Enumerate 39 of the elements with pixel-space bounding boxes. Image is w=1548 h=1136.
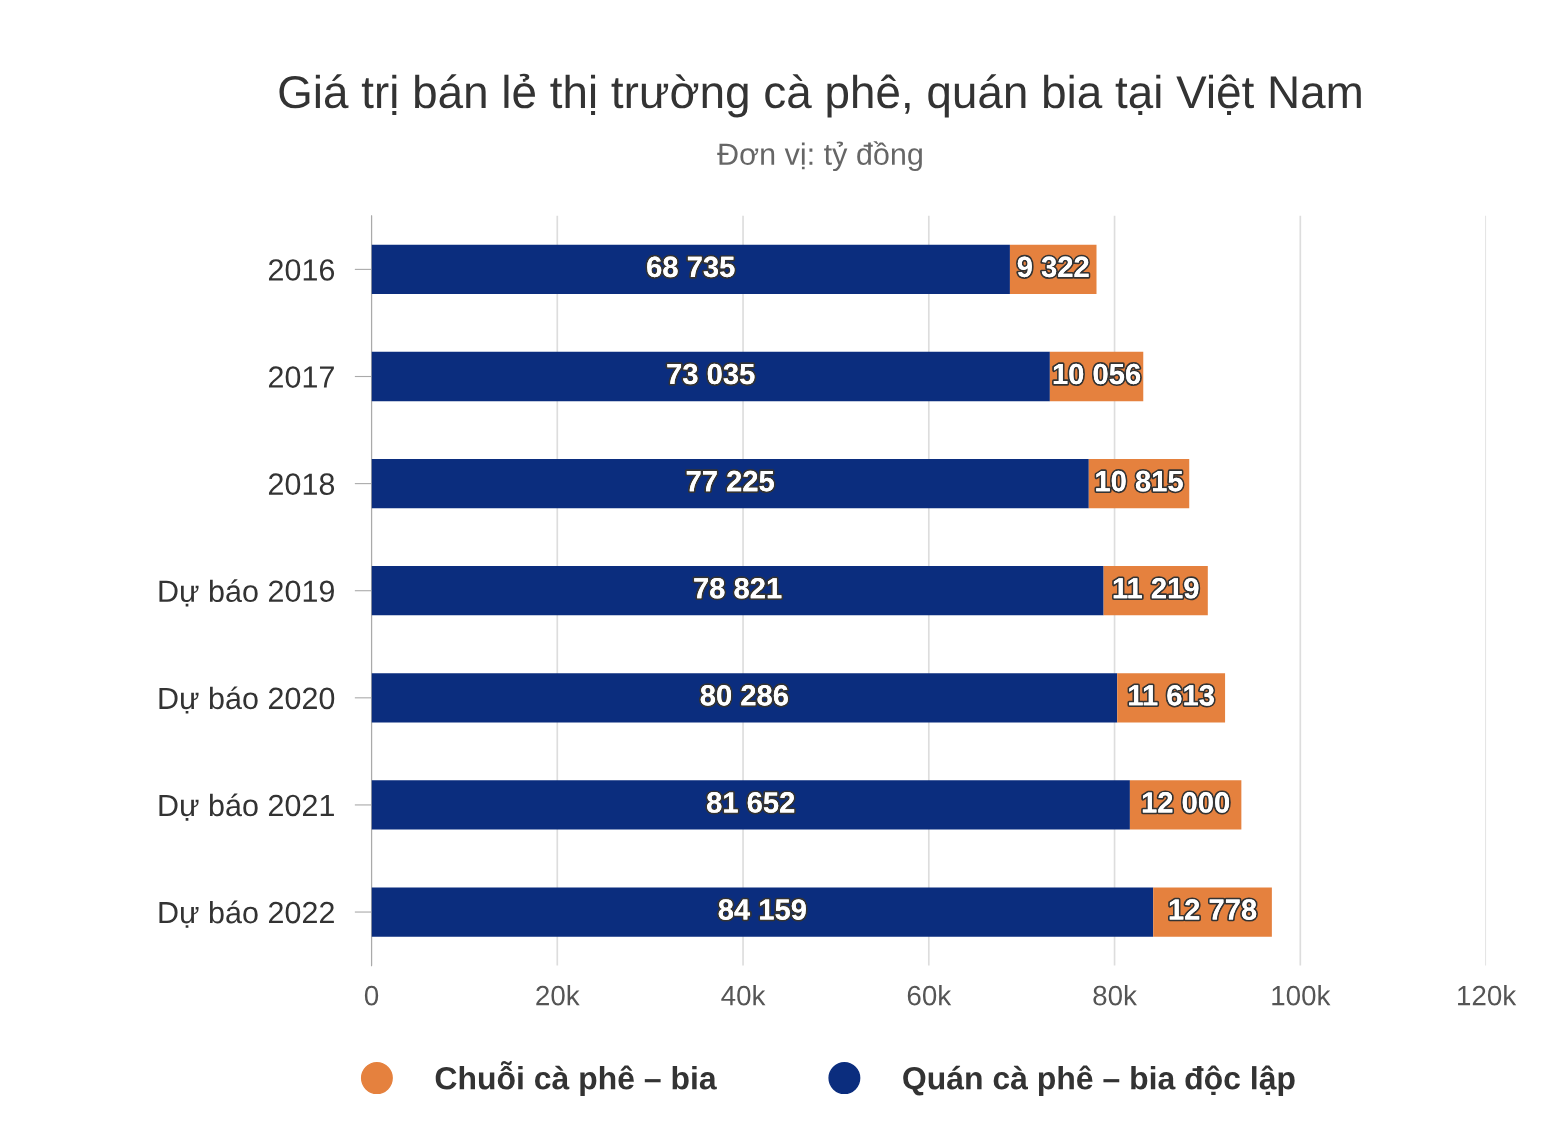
bar <box>371 780 1130 830</box>
x-tick-label: 40k <box>721 985 766 1006</box>
bar <box>371 244 1010 295</box>
data-label: 10 056 <box>1053 363 1141 385</box>
data-label: 78 821 <box>694 577 782 599</box>
x-tick-label: 80k <box>1093 985 1137 1006</box>
data-label: 11 613 <box>1129 685 1214 706</box>
bar <box>371 673 1118 723</box>
y-tick-label: 2018 <box>268 473 335 495</box>
y-tick-label: 2017 <box>268 366 334 388</box>
y-tick-label: Dự báo 2019 <box>159 579 334 607</box>
data-label: 84 159 <box>718 899 806 920</box>
data-label: 77 225 <box>686 470 774 492</box>
y-tick-label: Dự báo 2022 <box>159 900 334 928</box>
chart-subtitle: Đơn vị: tỷ đồng <box>717 141 922 172</box>
y-tick-label: 2016 <box>268 259 335 281</box>
x-tick-label: 20k <box>536 985 580 1006</box>
data-label: 11 219 <box>1113 577 1199 599</box>
data-label: 12 000 <box>1142 792 1230 813</box>
bar <box>371 351 1050 402</box>
x-tick-label: 100k <box>1272 985 1331 1006</box>
x-tick-label: 0 <box>364 985 379 1006</box>
data-label: 9 322 <box>1017 256 1089 278</box>
data-label: 81 652 <box>707 792 795 813</box>
legend-label: Chuỗi cà phê – bia <box>435 1061 717 1096</box>
data-label: 68 735 <box>647 256 735 278</box>
data-label: 80 286 <box>700 685 788 706</box>
data-label: 10 815 <box>1096 470 1183 492</box>
data-label: 73 035 <box>667 363 755 385</box>
legend-label: Quán cà phê – bia độc lập <box>903 1065 1295 1096</box>
y-tick-label: Dự báo 2021 <box>159 793 334 821</box>
x-tick-label: 60k <box>907 985 952 1006</box>
bar <box>371 566 1104 616</box>
bar <box>371 458 1089 509</box>
y-tick-label: Dự báo 2020 <box>159 686 335 714</box>
x-tick-label: 120k <box>1458 985 1517 1006</box>
bar <box>371 887 1154 937</box>
data-label: 12 778 <box>1169 899 1257 920</box>
chart-title: Giá trị bán lẻ thị trường cà phê, quán bia tại Việt Nam <box>279 73 1361 118</box>
